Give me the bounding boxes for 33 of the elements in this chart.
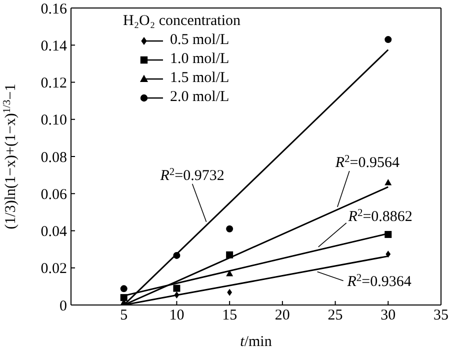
y-tick-label: 0.16 xyxy=(40,1,68,18)
y-tick-label: 0.14 xyxy=(40,38,68,54)
annotation: R$^{2}$=0.9364 xyxy=(346,272,412,290)
x-tick-label: 10 xyxy=(169,308,184,324)
legend-label: 1.5 mol/L xyxy=(170,69,230,88)
x-axis-title: t/min xyxy=(240,334,272,350)
legend-title: H₂O₂ concentration xyxy=(123,12,241,31)
y-tick-label: 0.08 xyxy=(40,150,67,166)
point xyxy=(384,178,392,186)
y-tick-label: 0.04 xyxy=(40,224,68,240)
point xyxy=(227,288,232,296)
y-tick-label: 0.12 xyxy=(40,76,67,92)
x-tick-label: 20 xyxy=(274,308,290,324)
legend-label: 2.0 mol/L xyxy=(170,88,230,107)
x-tick-label: 35 xyxy=(434,308,448,324)
x-tick-label: 5 xyxy=(120,308,128,324)
y-tick-label: 0 xyxy=(60,298,67,314)
y-tick-label: 0.06 xyxy=(40,186,68,203)
annotation: R$^{2}$=0.9564 xyxy=(334,153,400,171)
y-tick-label: 0.10 xyxy=(40,112,67,129)
x-tick-label: 30 xyxy=(380,308,396,324)
legend-label: 0.5 mol/L xyxy=(170,31,230,50)
point xyxy=(226,225,234,232)
annotation: R$^{2}$=0.9732 xyxy=(159,166,224,184)
point xyxy=(386,250,391,258)
legend-label: 1.0 mol/L xyxy=(170,50,230,69)
point xyxy=(120,285,128,292)
point xyxy=(173,284,180,292)
y-tick-label: 0.02 xyxy=(40,261,67,278)
x-tick-label: 25 xyxy=(328,308,343,324)
x-tick-label: 15 xyxy=(222,308,238,324)
point xyxy=(384,36,392,44)
annotation: R$^{2}$=0.8862 xyxy=(347,207,412,225)
